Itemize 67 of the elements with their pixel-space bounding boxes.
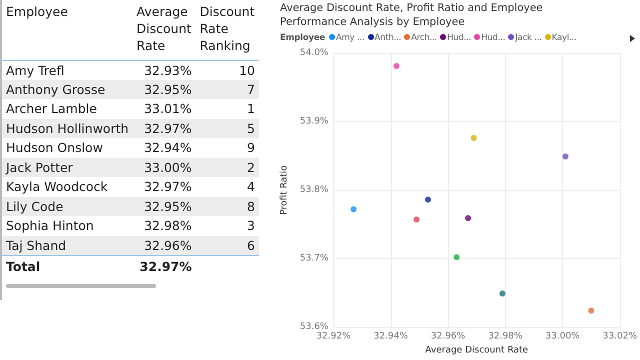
x-tick-label: 32.94% (374, 332, 408, 342)
text: Total (2, 255, 133, 277)
data-label: 6 (196, 236, 259, 255)
category-label: Jack Potter (2, 158, 133, 177)
category-label: Archer Lamble (5, 100, 98, 118)
category-label: Amy Trefl (5, 62, 66, 80)
data-label: 5 (196, 118, 259, 138)
data-label: 2 (196, 158, 259, 177)
legend-label: Hud... (481, 33, 506, 43)
point (465, 215, 472, 222)
y-tick-label: 54.0% (300, 48, 329, 58)
category-label: Hudson Onslow (5, 139, 104, 158)
data-label: 3 (246, 217, 256, 236)
x-tick-label: 33.00% (545, 332, 580, 342)
y-axis-title: Profit Ratio (280, 164, 290, 215)
point (562, 153, 568, 160)
point (588, 308, 594, 314)
category-label: Sophia Hinton (5, 217, 95, 236)
point (499, 290, 506, 297)
data-label: 32.95% (132, 80, 196, 99)
legend-label: Hud... (447, 33, 472, 43)
category-label: Hudson Hollinworth (2, 118, 133, 138)
point (454, 254, 460, 260)
point (350, 206, 357, 212)
legend-label: Jack ... (515, 33, 542, 43)
x-tick-label: 33.02% (602, 332, 638, 342)
text: 32.97% (132, 255, 196, 277)
y-tick-label: 53.8% (300, 185, 329, 196)
text: Discount Rate Ranking (196, 0, 259, 60)
data-label: 8 (196, 196, 259, 216)
x-tick-label: 32.92% (316, 332, 352, 342)
data-label: 32.97% (132, 118, 196, 138)
data-label: 9 (246, 139, 256, 158)
category-label: Taj Shand (2, 236, 133, 255)
x-tick-label: 32.98% (488, 332, 523, 342)
data-label: 4 (246, 178, 256, 196)
x-axis-title: Average Discount Rate (425, 346, 529, 356)
text: Employee (2, 0, 133, 60)
legend-label: Kayl... (552, 33, 577, 43)
y-tick-label: 53.9% (300, 116, 329, 127)
data-label: 32.96% (132, 236, 196, 255)
data-label: 32.95% (132, 196, 196, 216)
y-tick-label: 53.6% (300, 322, 329, 332)
x-tick-label: 32.96% (430, 332, 466, 342)
point (393, 63, 400, 70)
data-label: 7 (196, 80, 259, 99)
chart-title: Average Discount Rate, Profit Ratio and Employee Performance Analysis by Employee (280, 1, 544, 29)
text: Average Discount Rate (132, 0, 196, 60)
legend-label: Amy ... (336, 33, 365, 43)
data-label: 32.98% (143, 217, 193, 236)
category-label: Kayla Woodcock (5, 178, 109, 196)
data-label: 33.01% (143, 100, 193, 118)
y-tick-label: 53.7% (300, 254, 329, 264)
point (424, 196, 431, 203)
data-label: 33.00% (132, 158, 196, 177)
data-label: 1 (246, 100, 256, 118)
category-label: Anthony Grosse (2, 80, 133, 99)
point (414, 216, 420, 223)
data-label: 10 (238, 62, 256, 80)
data-label: 32.97% (143, 178, 193, 196)
data-label: 32.94% (143, 139, 193, 158)
point (470, 134, 477, 141)
legend-title: Employee (280, 33, 325, 43)
legend-label: Arch... (411, 33, 438, 43)
legend-label: Anth... (374, 33, 402, 43)
data-label: 32.93% (143, 62, 193, 80)
category-label: Lily Code (2, 196, 133, 216)
